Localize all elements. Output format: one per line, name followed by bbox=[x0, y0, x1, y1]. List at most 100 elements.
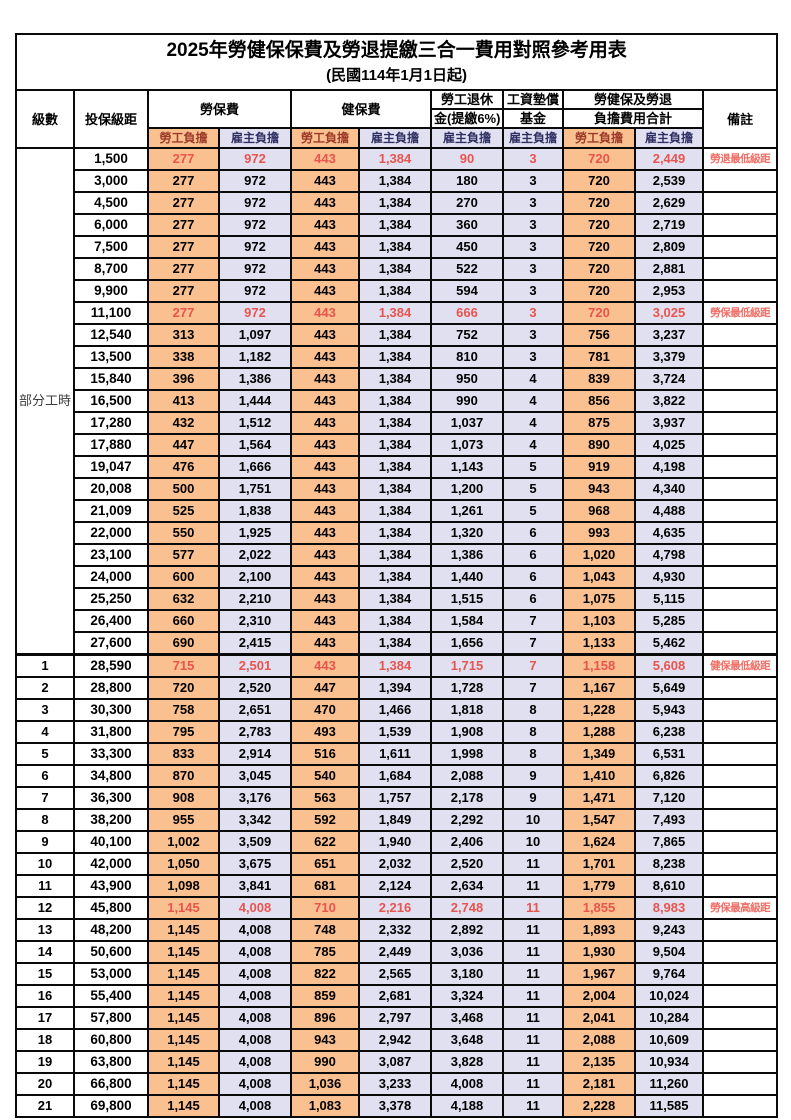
cell-bracket: 17,880 bbox=[73, 433, 149, 457]
cell-wage-fund-employer: 6 bbox=[502, 587, 564, 611]
cell-labor-employee: 632 bbox=[147, 587, 220, 611]
cell-labor-employer: 1,097 bbox=[218, 323, 292, 347]
cell-pension-employer: 1,320 bbox=[430, 521, 504, 545]
cell-labor-employee: 715 bbox=[147, 653, 220, 678]
cell-total-employer: 2,953 bbox=[634, 279, 704, 303]
cell-pension-employer: 810 bbox=[430, 345, 504, 369]
cell-labor-employee: 550 bbox=[147, 521, 220, 545]
cell-pension-employer: 1,908 bbox=[430, 720, 504, 744]
subheader-labor-employer: 雇主負擔 bbox=[218, 127, 292, 149]
table-row: 17 57,800 1,145 4,008 896 2,797 3,468 11 2,041 10… bbox=[15, 1006, 779, 1030]
table-row: 4,500 277 972 443 1,384 270 3 720 2,629 bbox=[16, 191, 779, 215]
table-row: 17,280 432 1,512 443 1,384 1,037 4 875 3,937 bbox=[16, 411, 779, 435]
cell-labor-employee: 1,002 bbox=[147, 830, 220, 854]
cell-health-employer: 1,684 bbox=[358, 764, 432, 788]
title-row: 2025年勞健保保費及勞退提繳三合一費用對照參考用表 (民國114年1月1日起) bbox=[14, 33, 779, 91]
cell-wage-fund-employer: 3 bbox=[502, 235, 564, 259]
cell-wage-fund-employer: 11 bbox=[502, 874, 564, 898]
cell-health-employee: 443 bbox=[290, 257, 360, 281]
cell-level: 8 bbox=[15, 808, 75, 832]
cell-level: 9 bbox=[15, 830, 75, 854]
cell-health-employer: 2,216 bbox=[358, 896, 432, 920]
cell-bracket: 16,500 bbox=[73, 389, 149, 413]
cell-health-employee: 443 bbox=[290, 279, 360, 303]
cell-pension-employer: 360 bbox=[430, 213, 504, 237]
cell-bracket: 34,800 bbox=[73, 764, 149, 788]
cell-labor-employer: 4,008 bbox=[218, 896, 292, 920]
cell-labor-employee: 277 bbox=[147, 257, 220, 281]
cell-health-employer: 2,032 bbox=[358, 852, 432, 876]
cell-total-employer: 3,822 bbox=[634, 389, 704, 413]
cell-labor-employee: 313 bbox=[147, 323, 220, 347]
table-row: 3,000 277 972 443 1,384 180 3 720 2,539 bbox=[16, 169, 779, 193]
cell-health-employer: 3,233 bbox=[358, 1072, 432, 1096]
cell-total-employee: 875 bbox=[562, 411, 636, 435]
cell-note bbox=[701, 786, 779, 810]
cell-labor-employer: 2,520 bbox=[218, 676, 292, 700]
cell-note bbox=[701, 918, 779, 942]
cell-total-employee: 1,701 bbox=[562, 852, 636, 876]
cell-total-employee: 720 bbox=[562, 213, 636, 237]
cell-total-employee: 1,075 bbox=[562, 587, 636, 611]
cell-level: 7 bbox=[15, 786, 75, 810]
cell-labor-employer: 1,751 bbox=[218, 477, 292, 501]
cell-total-employer: 6,531 bbox=[634, 742, 704, 766]
cell-total-employer: 4,025 bbox=[634, 433, 704, 457]
cell-bracket: 26,400 bbox=[73, 609, 149, 633]
cell-total-employee: 890 bbox=[562, 433, 636, 457]
cell-labor-employee: 758 bbox=[147, 698, 220, 722]
cell-health-employer: 1,384 bbox=[358, 169, 432, 193]
cell-labor-employer: 972 bbox=[218, 191, 292, 215]
cell-labor-employee: 577 bbox=[147, 543, 220, 567]
cell-health-employer: 3,378 bbox=[358, 1094, 432, 1118]
cell-total-employer: 11,260 bbox=[634, 1072, 704, 1096]
cell-pension-employer: 1,656 bbox=[430, 631, 504, 656]
cell-labor-employee: 1,145 bbox=[147, 1006, 220, 1030]
cell-total-employer: 4,635 bbox=[634, 521, 704, 545]
cell-level: 3 bbox=[15, 698, 75, 722]
cell-labor-employee: 1,145 bbox=[147, 940, 220, 964]
cell-total-employee: 2,004 bbox=[562, 984, 636, 1008]
cell-total-employee: 2,041 bbox=[562, 1006, 636, 1030]
table-row: 12 45,800 1,145 4,008 710 2,216 2,748 11 1,855 8,… bbox=[15, 896, 779, 920]
table-row: 6,000 277 972 443 1,384 360 3 720 2,719 bbox=[16, 213, 779, 237]
cell-bracket: 3,000 bbox=[73, 169, 149, 193]
table-row: 18 60,800 1,145 4,008 943 2,942 3,648 11 2,088 10… bbox=[15, 1028, 779, 1052]
cell-wage-fund-employer: 11 bbox=[502, 852, 564, 876]
cell-total-employee: 2,228 bbox=[562, 1094, 636, 1118]
cell-bracket: 9,900 bbox=[73, 279, 149, 303]
table-row: 16 55,400 1,145 4,008 859 2,681 3,324 11 2,004 10… bbox=[15, 984, 779, 1008]
cell-note bbox=[701, 213, 779, 237]
cell-pension-employer: 666 bbox=[430, 301, 504, 325]
cell-labor-employer: 2,310 bbox=[218, 609, 292, 633]
cell-note bbox=[701, 676, 779, 700]
page-subtitle: (民國114年1月1日起) bbox=[326, 67, 468, 84]
cell-wage-fund-employer: 11 bbox=[502, 896, 564, 920]
cell-total-employer: 5,943 bbox=[634, 698, 704, 722]
cell-total-employer: 4,930 bbox=[634, 565, 704, 589]
cell-wage-fund-employer: 3 bbox=[502, 169, 564, 193]
table-row: 5 33,300 833 2,914 516 1,611 1,998 8 1,349 6,531 bbox=[15, 742, 779, 766]
table-body: 部分工時 1,500 277 972 443 1,384 90 3 720 2,449 勞退最低級距… bbox=[15, 147, 779, 1118]
cell-health-employee: 943 bbox=[290, 1028, 360, 1052]
cell-total-employer: 5,462 bbox=[634, 631, 704, 656]
cell-total-employer: 7,865 bbox=[634, 830, 704, 854]
cell-total-employee: 1,855 bbox=[562, 896, 636, 920]
cell-health-employer: 1,384 bbox=[358, 499, 432, 523]
cell-wage-fund-employer: 5 bbox=[502, 499, 564, 523]
cell-health-employer: 1,384 bbox=[358, 235, 432, 259]
cell-labor-employee: 1,145 bbox=[147, 1050, 220, 1074]
cell-health-employer: 2,332 bbox=[358, 918, 432, 942]
cell-pension-employer: 3,324 bbox=[430, 984, 504, 1008]
header-group-row-2: 金(提繳6%) 基金 負擔費用合計 bbox=[16, 108, 777, 129]
cell-pension-employer: 270 bbox=[430, 191, 504, 215]
cell-labor-employee: 432 bbox=[147, 411, 220, 435]
table-row: 27,600 690 2,415 443 1,384 1,656 7 1,133 5,462 bbox=[16, 631, 779, 656]
table-row: 12,540 313 1,097 443 1,384 752 3 756 3,237 bbox=[16, 323, 779, 347]
cell-health-employee: 443 bbox=[290, 169, 360, 193]
cell-wage-fund-employer: 3 bbox=[502, 191, 564, 215]
cell-wage-fund-employer: 4 bbox=[502, 433, 564, 457]
cell-labor-employee: 338 bbox=[147, 345, 220, 369]
cell-total-employer: 9,243 bbox=[634, 918, 704, 942]
cell-health-employer: 1,384 bbox=[358, 565, 432, 589]
